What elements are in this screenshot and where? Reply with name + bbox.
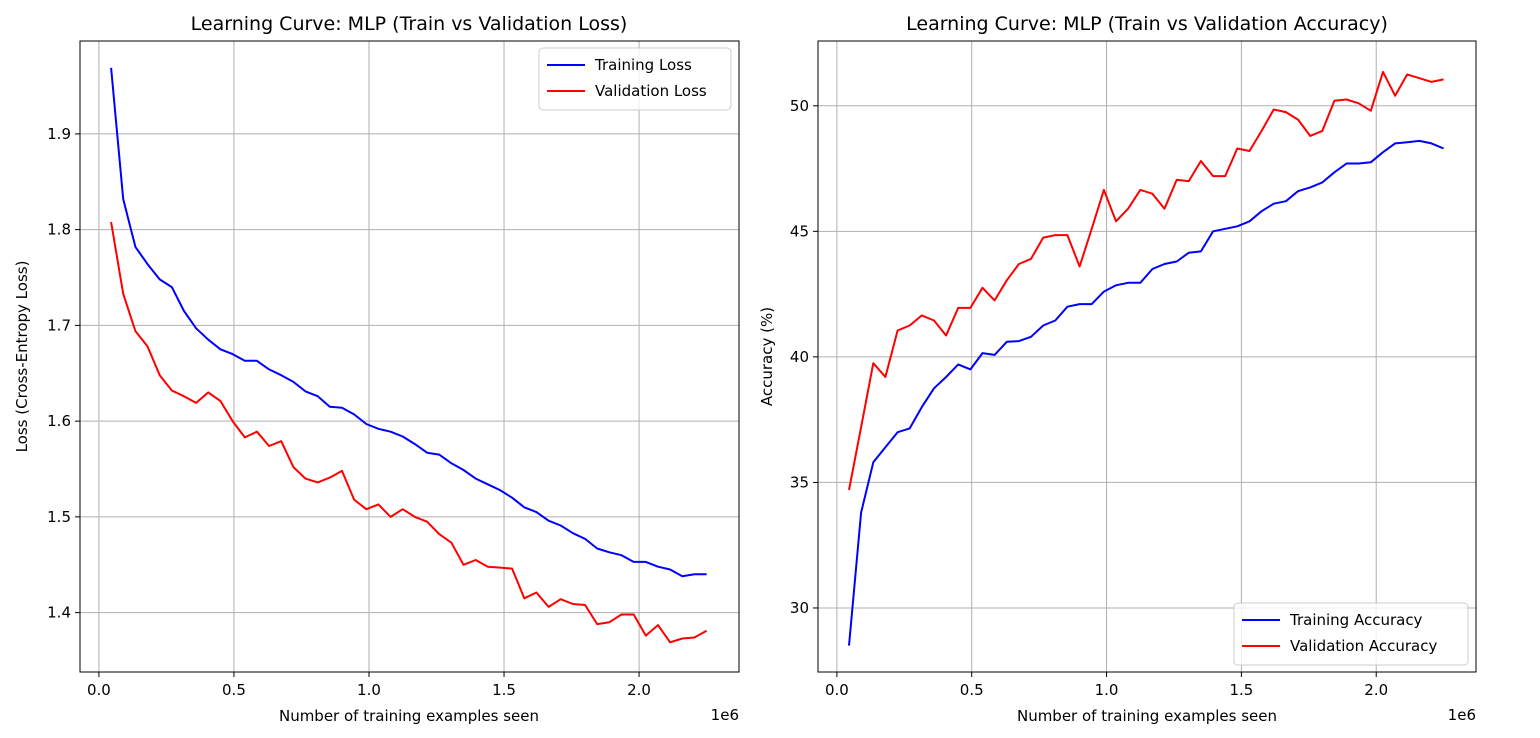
loss-chart-series [110, 67, 708, 644]
accuracy-chart: Learning Curve: MLP (Train vs Validation… [758, 13, 1477, 725]
accuracy-chart-x-tick-label: 1.0 [1095, 681, 1119, 699]
loss-chart-x-tick-label: 2.0 [627, 681, 651, 699]
loss-chart-grid [80, 41, 739, 672]
loss-chart-legend: Training Loss Validation Loss [538, 47, 732, 111]
accuracy-chart-series [848, 70, 1444, 646]
loss-chart-y-tick-label: 1.8 [47, 221, 71, 239]
loss-chart-x-tick-label: 0.0 [87, 681, 111, 699]
accuracy-chart-ylabel: Accuracy (%) [758, 307, 776, 406]
accuracy-chart-x-tick-label: 1.5 [1229, 681, 1253, 699]
accuracy-chart-x-tick-label: 0.0 [825, 681, 849, 699]
loss-chart-y-tick-label: 1.9 [47, 125, 71, 143]
loss-chart-training-line [110, 67, 707, 578]
loss-chart-ylabel: Loss (Cross-Entropy Loss) [13, 261, 31, 453]
accuracy-chart-y-tick-label: 30 [790, 599, 809, 617]
accuracy-chart-x-offset-label: 1e6 [1448, 706, 1476, 724]
loss-chart-ticks: 0.0 0.5 1.0 1.5 2.0 1.4 1.5 1.6 1.7 1.8 1.9 [47, 125, 651, 699]
loss-chart-legend-label-training: Training Loss [594, 56, 692, 74]
loss-chart-x-offset-label: 1e6 [711, 706, 739, 724]
accuracy-chart-grid [818, 41, 1476, 672]
accuracy-chart-legend-label-validation: Validation Accuracy [1290, 637, 1437, 655]
accuracy-chart-y-tick-label: 35 [790, 473, 809, 491]
loss-chart-x-tick-label: 0.5 [222, 681, 246, 699]
accuracy-chart-legend-box [1233, 602, 1469, 666]
accuracy-chart-y-tick-label: 40 [790, 348, 809, 366]
accuracy-chart-legend: Training Accuracy Validation Accuracy [1233, 602, 1469, 666]
loss-chart-title: Learning Curve: MLP (Train vs Validation… [191, 13, 628, 35]
accuracy-chart-y-tick-label: 45 [790, 222, 809, 240]
loss-chart-x-tick-label: 1.5 [492, 681, 516, 699]
loss-chart-legend-box [538, 47, 732, 111]
accuracy-chart-title: Learning Curve: MLP (Train vs Validation… [906, 13, 1388, 35]
loss-chart-y-tick-label: 1.6 [47, 412, 71, 430]
accuracy-chart-validation-line [848, 70, 1444, 491]
accuracy-chart-training-line [848, 139, 1444, 646]
accuracy-chart-ticks: 0.0 0.5 1.0 1.5 2.0 30 35 40 45 50 [790, 97, 1388, 699]
accuracy-chart-y-tick-label: 50 [790, 97, 809, 115]
accuracy-chart-xlabel: Number of training examples seen [1017, 707, 1277, 725]
loss-chart-y-tick-label: 1.4 [47, 604, 71, 622]
loss-chart-x-tick-label: 1.0 [357, 681, 381, 699]
accuracy-chart-x-tick-label: 0.5 [960, 681, 984, 699]
loss-chart-axes-frame [79, 40, 740, 673]
accuracy-chart-x-tick-label: 2.0 [1364, 681, 1388, 699]
loss-chart-legend-label-validation: Validation Loss [595, 82, 707, 100]
loss-chart-y-tick-label: 1.5 [47, 508, 71, 526]
loss-chart-y-tick-label: 1.7 [47, 316, 71, 334]
loss-chart-validation-line [110, 221, 708, 644]
loss-chart-xlabel: Number of training examples seen [279, 707, 539, 725]
accuracy-chart-legend-label-training: Training Accuracy [1289, 611, 1423, 629]
loss-chart: Learning Curve: MLP (Train vs Validation… [13, 13, 740, 725]
